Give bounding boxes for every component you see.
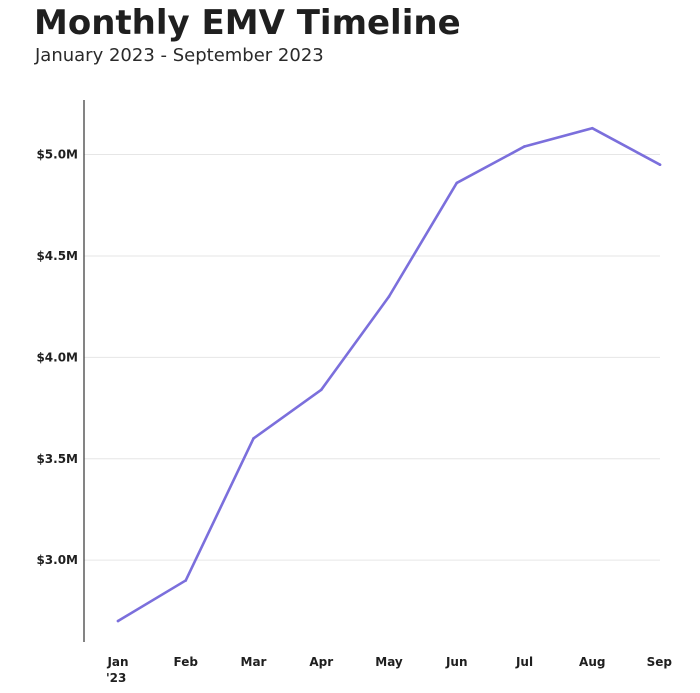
data-point <box>252 437 255 440</box>
series-points <box>116 126 662 623</box>
x-tick-sublabel: '23 <box>106 671 126 685</box>
gridlines <box>84 154 660 561</box>
chart-title: Monthly EMV Timeline <box>34 3 461 43</box>
data-point <box>523 145 526 148</box>
data-point <box>590 126 594 130</box>
x-tick-label: Sep <box>647 655 673 669</box>
x-tick-label: Mar <box>241 655 267 669</box>
data-point <box>455 181 459 185</box>
data-point <box>658 163 662 166</box>
data-point <box>116 619 120 623</box>
y-axis-ticks: $3.0M $3.5M $4.0M $4.5M $5.0M <box>36 148 78 568</box>
y-tick-label: $4.5M <box>36 249 78 263</box>
data-point <box>319 388 323 392</box>
chart-subtitle: January 2023 - September 2023 <box>35 45 324 66</box>
y-tick-label: $4.0M <box>36 350 78 364</box>
y-tick-label: $5.0M <box>36 148 78 162</box>
series-line <box>116 126 662 623</box>
x-tick-label: Feb <box>174 655 199 669</box>
data-point <box>387 295 391 298</box>
x-tick-label: Jul <box>515 655 533 669</box>
x-tick-label: Jun <box>445 655 468 669</box>
x-tick-label: Aug <box>579 655 605 669</box>
y-tick-label: $3.0M <box>36 553 78 567</box>
x-tick-label: Jan <box>106 655 128 669</box>
x-tick-label: Apr <box>309 655 333 669</box>
x-axis-ticks: Jan '23 Feb Mar Apr May Jun Jul Aug Sep <box>106 655 672 685</box>
data-point <box>184 579 188 582</box>
x-tick-label: May <box>375 655 403 669</box>
y-tick-label: $3.5M <box>36 452 78 466</box>
